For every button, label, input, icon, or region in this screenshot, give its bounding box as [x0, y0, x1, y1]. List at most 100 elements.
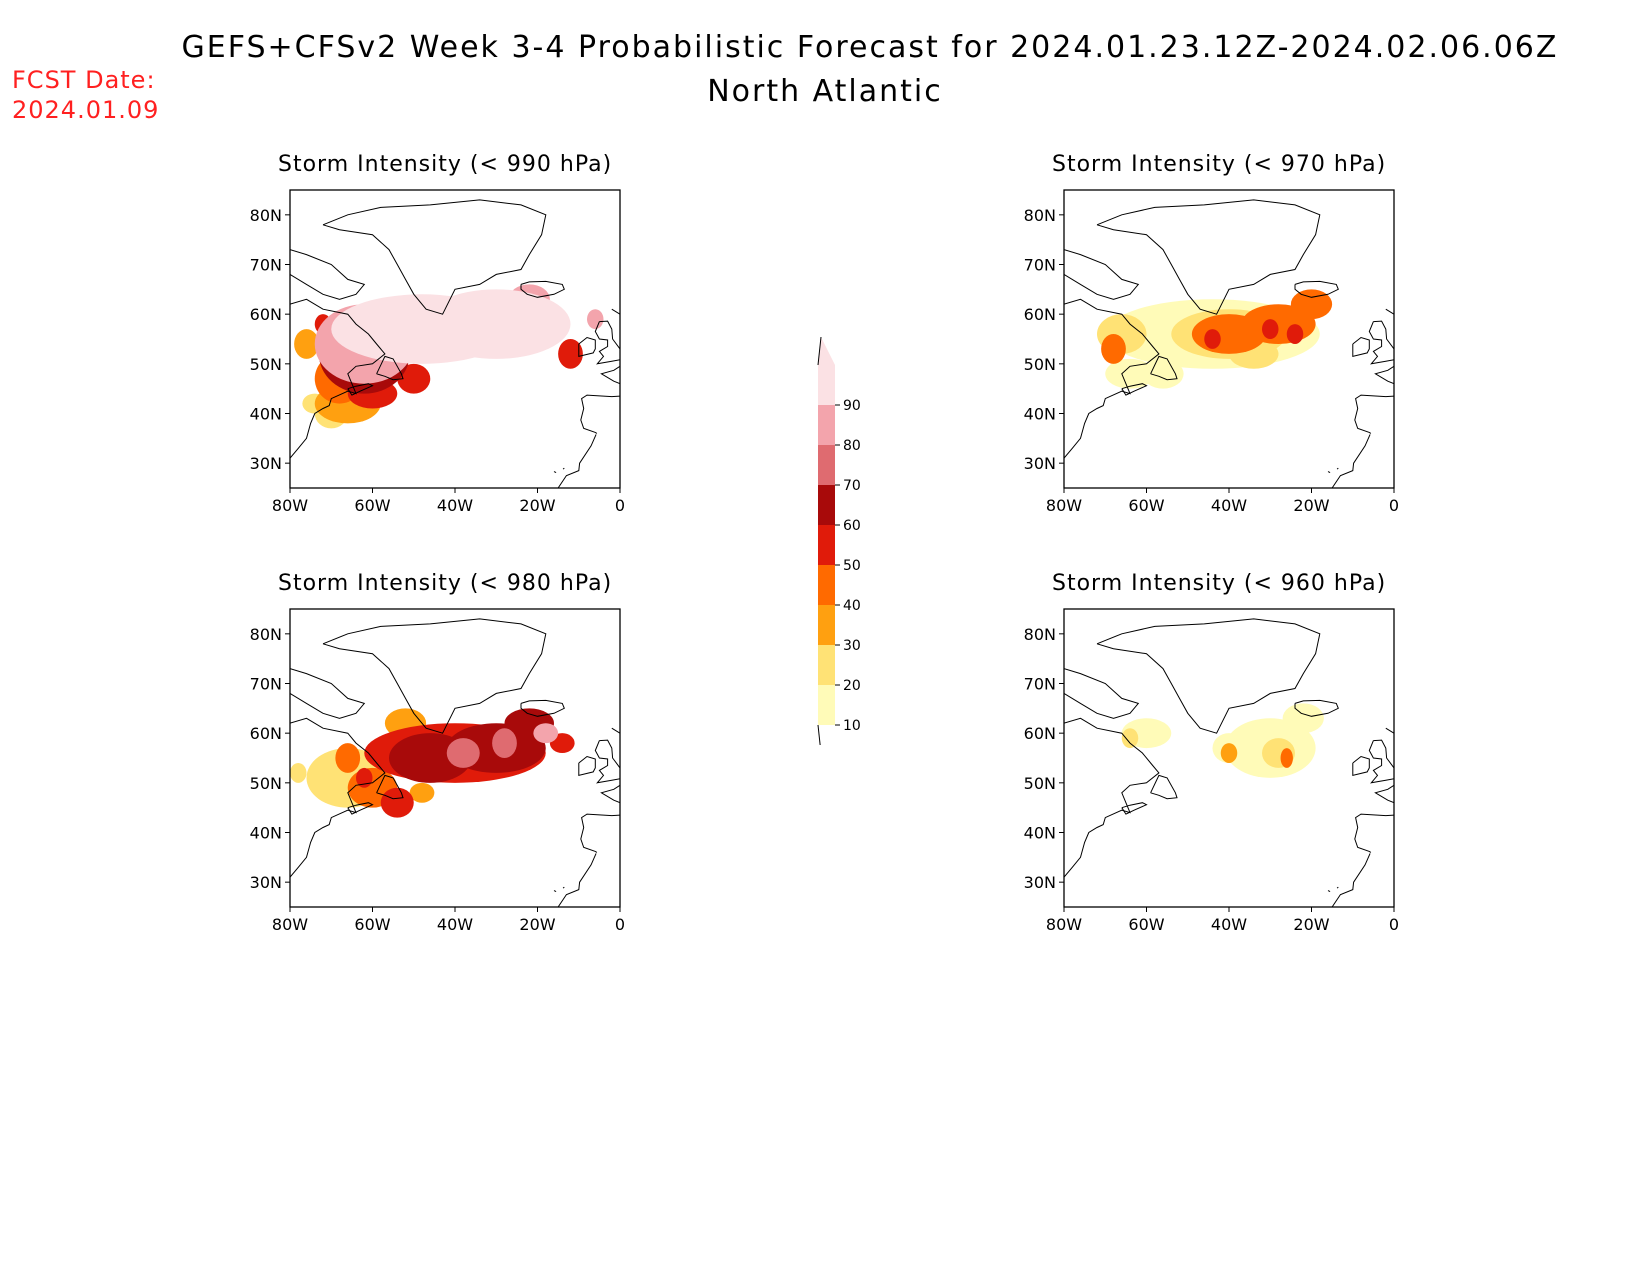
- coastline: [578, 336, 596, 358]
- probability-area: [422, 289, 571, 359]
- colorbar-legend: 90 80 70 60 50 40 30 20 10: [817, 336, 861, 745]
- colorbar-label: 30: [843, 638, 861, 654]
- lat-label: 70N: [250, 256, 282, 275]
- lon-label: 0: [1389, 915, 1399, 934]
- chart-title: GEFS+CFSv2 Week 3-4 Probabilistic Foreca…: [181, 30, 1559, 65]
- coastline: [376, 774, 404, 800]
- lat-label: 50N: [250, 355, 282, 374]
- lat-label: 60N: [250, 305, 282, 324]
- lon-label: 40W: [1211, 496, 1247, 515]
- probability-area: [1280, 748, 1293, 768]
- lat-label: 40N: [250, 824, 282, 843]
- probability-area: [1282, 703, 1324, 734]
- probability-area: [1142, 358, 1184, 389]
- map-panel-970: 80N 70N 60N 50N 40N 30N 80W 60W 40W 20W 0: [1024, 189, 1399, 515]
- lon-label: 80W: [272, 915, 308, 934]
- lat-label: 50N: [1024, 774, 1056, 793]
- coastline: [578, 755, 596, 777]
- coastline: [611, 308, 620, 315]
- coastline: [1064, 717, 1160, 878]
- coastline: [1064, 298, 1160, 459]
- probability-area: [1290, 289, 1333, 320]
- coastline: [600, 784, 620, 804]
- colorbar-swatch: [818, 605, 835, 645]
- coastline: [1121, 383, 1148, 396]
- colorbar-swatch: [818, 525, 835, 565]
- lat-label: 60N: [250, 724, 282, 743]
- coastline: [1064, 668, 1140, 719]
- lon-label: 60W: [1128, 915, 1164, 934]
- probability-area: [533, 723, 559, 744]
- lat-label: 60N: [1024, 305, 1056, 324]
- map-panel-980: 80N 70N 60N 50N 40N 30N 80W 60W 40W 20W 0: [250, 608, 625, 934]
- lat-label: 70N: [1024, 675, 1056, 694]
- coastline: [1354, 394, 1394, 434]
- coastline: [322, 199, 547, 315]
- probability-area: [1121, 728, 1139, 749]
- coastline: [562, 467, 565, 470]
- colorbar-swatch: [818, 445, 835, 485]
- coastline: [1150, 774, 1178, 800]
- coastline: [1352, 755, 1370, 777]
- coastline: [1385, 727, 1394, 734]
- lat-label: 80N: [1024, 206, 1056, 225]
- lon-label: 40W: [437, 915, 473, 934]
- probability-area: [1286, 324, 1304, 344]
- coastline: [322, 618, 547, 734]
- coastline: [1368, 320, 1394, 365]
- colorbar-label: 20: [843, 678, 861, 694]
- coastline: [376, 355, 404, 381]
- probability-area: [1101, 334, 1126, 364]
- lon-label: 20W: [519, 496, 555, 515]
- lon-label: 60W: [354, 496, 390, 515]
- coastline: [1352, 336, 1370, 358]
- probability-area: [397, 363, 431, 394]
- coastline: [290, 298, 386, 459]
- lat-label: 80N: [1024, 625, 1056, 644]
- coastline: [290, 668, 366, 719]
- coastline: [557, 434, 597, 488]
- lon-label: 0: [1389, 496, 1399, 515]
- forecast-date-label: FCST Date:: [12, 66, 156, 94]
- panel-title-960: Storm Intensity (< 960 hPa): [1052, 571, 1387, 596]
- lat-label: 70N: [1024, 256, 1056, 275]
- colorbar-swatch: [818, 405, 835, 445]
- colorbar-label: 50: [843, 558, 861, 574]
- coastline: [553, 471, 557, 474]
- lon-label: 60W: [354, 915, 390, 934]
- coastline: [1368, 739, 1394, 784]
- lon-label: 20W: [1293, 496, 1329, 515]
- probability-area: [558, 339, 583, 369]
- coastline: [1331, 853, 1371, 907]
- colorbar-label: 80: [843, 438, 861, 454]
- panel-title-970: Storm Intensity (< 970 hPa): [1052, 152, 1387, 177]
- coastline: [1336, 886, 1339, 889]
- probability-area: [1105, 358, 1155, 389]
- lon-label: 20W: [1293, 915, 1329, 934]
- lon-label: 40W: [437, 496, 473, 515]
- coastline: [553, 890, 557, 893]
- coastline: [611, 727, 620, 734]
- lat-label: 40N: [250, 405, 282, 424]
- coastline: [1327, 471, 1331, 474]
- coastline: [347, 802, 374, 815]
- coastline: [1354, 813, 1394, 853]
- probability-area: [1262, 319, 1279, 339]
- lat-label: 30N: [1024, 454, 1056, 473]
- lat-label: 30N: [1024, 873, 1056, 892]
- probability-area: [1220, 743, 1238, 763]
- probability-area: [380, 787, 414, 818]
- forecast-date-value: 2024.01.09: [12, 96, 160, 124]
- coastline: [1150, 355, 1178, 381]
- coastline: [594, 739, 620, 784]
- probability-area: [290, 762, 307, 783]
- coastline: [1374, 784, 1394, 804]
- region-subtitle: North Atlantic: [707, 74, 943, 109]
- coastline: [562, 886, 565, 889]
- coastline: [1374, 365, 1394, 385]
- lat-label: 80N: [250, 625, 282, 644]
- lon-label: 0: [615, 496, 625, 515]
- lon-label: 60W: [1128, 496, 1164, 515]
- colorbar-label: 60: [843, 518, 861, 534]
- colorbar-swatch: [818, 337, 835, 365]
